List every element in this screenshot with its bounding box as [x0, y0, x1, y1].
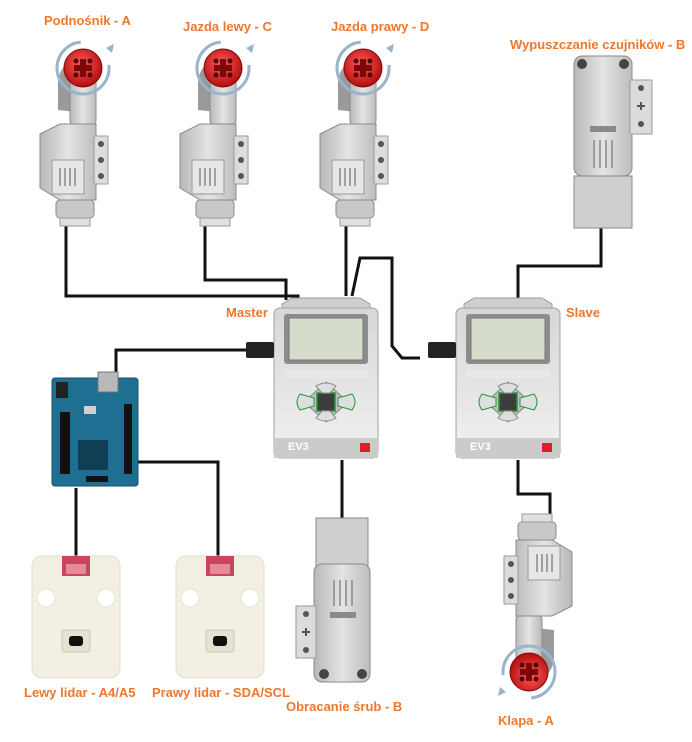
label-lidar-right: Prawy lidar - SDA/SCL — [152, 685, 290, 700]
label-motor-b-top: Wypuszczanie czujników - B — [510, 37, 686, 52]
label-master: Master — [226, 305, 268, 320]
motor-d-jazda-prawy — [318, 40, 396, 228]
label-slave: Slave — [566, 305, 600, 320]
medium-motor-b-top — [573, 55, 653, 229]
label-motor-c: Jazda lewy - C — [183, 19, 272, 34]
lidar-left — [31, 555, 121, 679]
arduino-board — [51, 371, 139, 487]
label-motor-d: Jazda prawy - D — [331, 19, 430, 34]
label-lidar-left: Lewy lidar - A4/A5 — [24, 685, 136, 700]
medium-motor-b-bottom — [295, 517, 371, 683]
motor-a-podnosnik — [38, 40, 116, 228]
ev3-master-brick: EV3 — [246, 297, 379, 459]
label-motor-b-bottom: Obracanie śrub - B — [286, 699, 403, 714]
label-motor-a-bottom: Klapa - A — [498, 713, 554, 728]
ev3-slave-label: EV3 — [470, 441, 491, 453]
ev3-slave-brick: EV3 — [428, 297, 561, 459]
motor-a-klapa — [496, 512, 574, 700]
label-motor-a: Podnośnik - A — [44, 13, 131, 28]
ev3-master-label: EV3 — [288, 441, 309, 453]
lidar-right — [175, 555, 265, 679]
motor-c-jazda-lewy — [178, 40, 256, 228]
